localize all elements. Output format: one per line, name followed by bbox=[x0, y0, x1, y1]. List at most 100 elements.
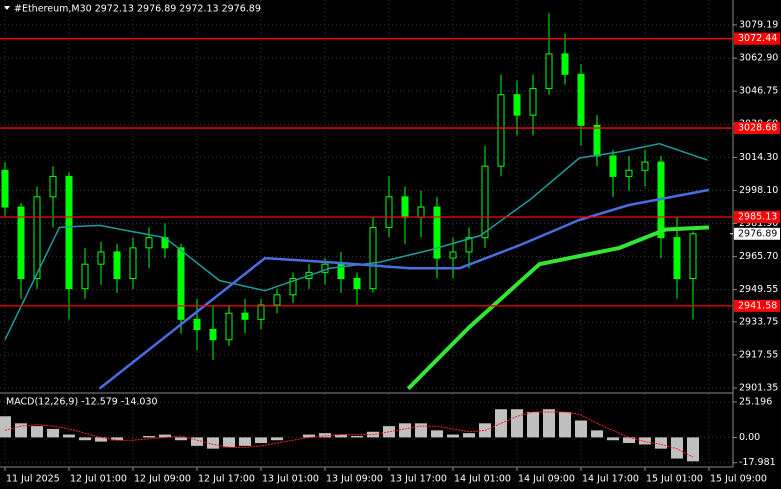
candle-body bbox=[561, 53, 569, 75]
macd-bar bbox=[639, 437, 651, 445]
candle-body bbox=[481, 165, 489, 239]
macd-bar bbox=[399, 423, 411, 438]
y-tick-label: 2998.10 bbox=[739, 185, 778, 196]
candle-body bbox=[193, 318, 201, 331]
macd-title: MACD(12,26,9) -12.579 -14.030 bbox=[6, 397, 158, 408]
level-label-box bbox=[734, 122, 780, 135]
macd-bar bbox=[239, 437, 251, 446]
macd-bar bbox=[415, 423, 427, 438]
level-label: 2985.13 bbox=[738, 211, 777, 222]
macd-bar bbox=[207, 437, 219, 449]
candle-body bbox=[465, 237, 473, 253]
y-tick-label: 3014.30 bbox=[739, 152, 778, 163]
macd-bar bbox=[47, 428, 59, 438]
x-tick-label: 15 Jul 09:00 bbox=[710, 474, 767, 485]
macd-bar bbox=[447, 434, 459, 438]
x-tick-label: 13 Jul 09:00 bbox=[326, 474, 383, 485]
candle-body bbox=[689, 233, 697, 279]
y-tick-label: 0.00 bbox=[739, 432, 760, 443]
candle-body bbox=[353, 277, 361, 290]
x-tick-label: 12 Jul 17:00 bbox=[198, 474, 255, 485]
macd-bar bbox=[159, 434, 171, 438]
candle-body bbox=[289, 277, 297, 296]
macd-bar bbox=[271, 437, 283, 441]
candle-body bbox=[81, 263, 89, 290]
x-tick-label: 14 Jul 09:00 bbox=[518, 474, 575, 485]
y-tick-label: -17.981 bbox=[739, 457, 776, 468]
candle-body bbox=[545, 53, 553, 90]
chart-title: #Ethereum,M30 2972.13 2976.89 2972.13 29… bbox=[14, 4, 261, 15]
candle-body bbox=[65, 175, 73, 290]
level-label: 3028.68 bbox=[738, 123, 777, 134]
macd-bar bbox=[79, 437, 91, 441]
macd-bar bbox=[607, 437, 619, 441]
candle-body bbox=[369, 226, 377, 290]
y-tick-label: 2901.35 bbox=[739, 383, 778, 394]
candle-body bbox=[97, 251, 105, 265]
macd-bar bbox=[495, 409, 507, 438]
macd-bar bbox=[111, 437, 123, 441]
macd-bar bbox=[143, 435, 155, 438]
macd-bar bbox=[191, 437, 203, 446]
macd-bar bbox=[335, 434, 347, 438]
candle-body bbox=[241, 312, 249, 320]
y-tick-label: 25.196 bbox=[739, 396, 772, 407]
candle-body bbox=[433, 206, 441, 259]
candle-body bbox=[33, 196, 41, 279]
y-tick-label: 2917.55 bbox=[739, 349, 778, 360]
x-tick-label: 12 Jul 01:00 bbox=[70, 474, 127, 485]
macd-bar bbox=[303, 434, 315, 438]
macd-bar bbox=[63, 434, 75, 438]
macd-bar bbox=[575, 420, 587, 438]
macd-bar bbox=[687, 437, 699, 462]
plot-layer bbox=[0, 0, 733, 466]
macd-bar bbox=[95, 437, 107, 442]
candle-body bbox=[129, 247, 137, 279]
macd-bar bbox=[15, 423, 27, 438]
macd-bar bbox=[223, 437, 235, 448]
y-tick-label: 3079.19 bbox=[739, 19, 778, 30]
macd-bar bbox=[591, 430, 603, 438]
macd-bar bbox=[319, 433, 331, 438]
x-tick-label: 14 Jul 17:00 bbox=[582, 474, 639, 485]
candle-body bbox=[497, 94, 505, 167]
macd-bar bbox=[0, 416, 11, 438]
macd-bar bbox=[175, 437, 187, 441]
candle-body bbox=[449, 251, 457, 259]
macd-bar bbox=[559, 412, 571, 438]
macd-bar bbox=[351, 435, 363, 438]
y-tick-label: 2933.75 bbox=[739, 316, 778, 327]
x-tick-label: 14 Jul 01:00 bbox=[454, 474, 511, 485]
candle-body bbox=[673, 237, 681, 279]
level-label: 2941.58 bbox=[738, 300, 777, 311]
candle-body bbox=[177, 247, 185, 320]
macd-bar bbox=[527, 412, 539, 438]
candle-body bbox=[145, 237, 153, 249]
candle-body bbox=[17, 206, 25, 279]
candle-body bbox=[225, 312, 233, 341]
level-label-box bbox=[734, 210, 780, 223]
candle-body bbox=[513, 94, 521, 116]
macd-bar bbox=[623, 437, 635, 444]
candle-body bbox=[577, 73, 585, 126]
candle-body bbox=[385, 196, 393, 228]
x-tick-label: 13 Jul 01:00 bbox=[262, 474, 319, 485]
macd-bar bbox=[431, 430, 443, 438]
candle-body bbox=[593, 124, 601, 157]
y-tick-label: 2965.70 bbox=[739, 251, 778, 262]
x-tick-label: 15 Jul 01:00 bbox=[646, 474, 703, 485]
level-label-box bbox=[734, 299, 780, 312]
candle-body bbox=[641, 161, 649, 171]
macd-bar bbox=[31, 426, 43, 438]
x-tick-label: 13 Jul 17:00 bbox=[390, 474, 447, 485]
level-label-box bbox=[734, 32, 780, 45]
macd-bar bbox=[543, 409, 555, 438]
menu-arrow[interactable] bbox=[4, 6, 10, 10]
macd-bar bbox=[655, 437, 667, 449]
moving-average bbox=[4, 142, 708, 341]
x-tick-label: 11 Jul 2025 bbox=[6, 474, 60, 485]
macd-bar bbox=[511, 409, 523, 438]
level-label: 3072.44 bbox=[738, 33, 777, 44]
